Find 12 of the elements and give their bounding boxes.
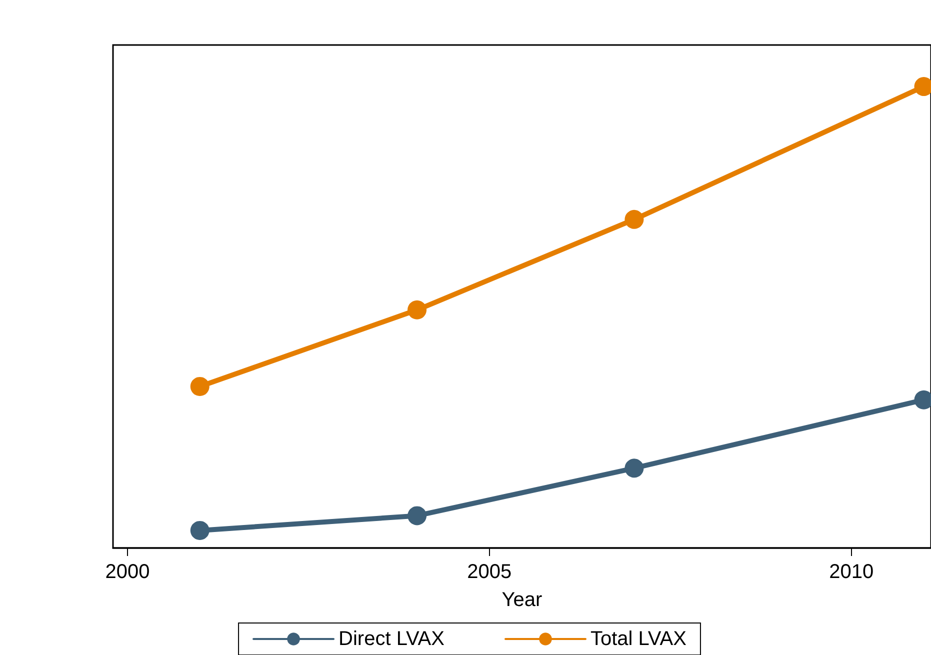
x-tick-label: 2010 <box>829 561 874 583</box>
point <box>190 520 210 540</box>
point <box>408 506 427 526</box>
point <box>624 458 644 478</box>
x-tick-label: 2005 <box>467 561 512 583</box>
point <box>190 376 210 396</box>
x-tick-label: 2000 <box>105 561 150 583</box>
point <box>624 210 644 229</box>
x-axis-title: Year <box>502 589 543 611</box>
point <box>408 300 427 320</box>
legend-label: Direct LVAX <box>338 628 444 650</box>
legend-label: Total LVAX <box>590 628 686 650</box>
